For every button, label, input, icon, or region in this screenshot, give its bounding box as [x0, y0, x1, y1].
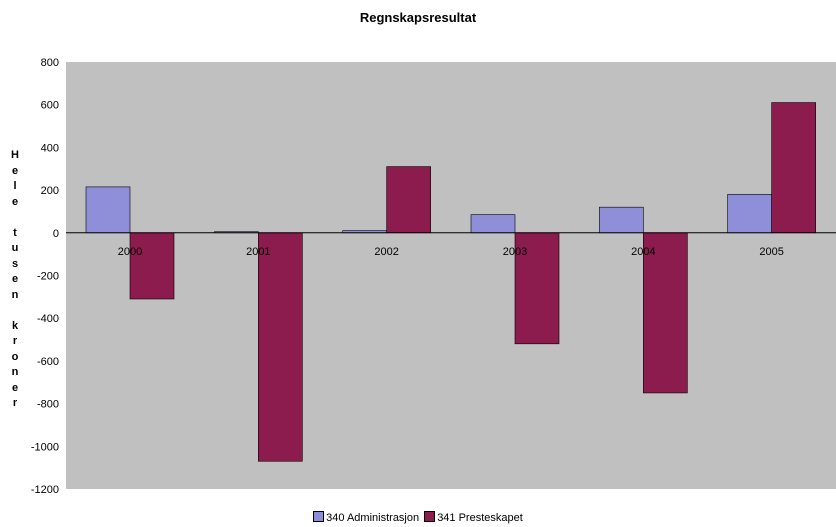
y-tick-label: 0: [53, 228, 59, 240]
x-axis-labels: 2000 2001 2002 2003 2004 2005: [118, 246, 784, 258]
y-tick-label: -1200: [31, 484, 59, 496]
bar-administrasjon-2000: [85, 186, 131, 234]
y-tick-label: -800: [37, 399, 59, 411]
bar-presteskapet-2002: [386, 166, 431, 234]
bar-presteskapet-2001: [258, 232, 303, 462]
y-tick-label: -200: [37, 271, 59, 283]
legend-item-presteskapet: 341 Presteskapet: [424, 511, 523, 524]
x-tick-label: 2003: [503, 246, 527, 258]
bar-presteskapet-2004: [643, 232, 688, 394]
bar-administrasjon-2004: [599, 206, 644, 234]
legend-label-administrasjon: 340 Administrasjon: [326, 512, 420, 524]
legend-swatch-presteskapet: [424, 511, 436, 522]
legend-item-administrasjon: 340 Administrasjon: [313, 511, 419, 524]
x-tick-label: 2000: [118, 246, 142, 258]
y-tick-label: 400: [41, 142, 59, 154]
x-tick-label: 2005: [759, 246, 783, 258]
bar-administrasjon-2005: [727, 194, 772, 234]
bar-presteskapet-2003: [514, 232, 560, 345]
y-tick-label: -1000: [31, 441, 59, 453]
y-axis-ticks: 800 600 400 200 0 -200 -400 -600 -800 -1000 -1200: [31, 57, 59, 496]
bars: [85, 102, 816, 462]
plot-area: [66, 62, 836, 489]
y-tick-label: -600: [37, 356, 59, 368]
legend-swatch-administrasjon: [313, 511, 325, 522]
y-axis-label: H e l e t u s e n k r o n e r: [11, 149, 19, 409]
bar-presteskapet-2005: [771, 102, 816, 234]
y-tick-label: -400: [37, 313, 59, 325]
x-tick-label: 2001: [246, 246, 270, 258]
legend-label-presteskapet: 341 Presteskapet: [437, 512, 523, 524]
legend: 340 Administrasjon 341 Presteskapet: [0, 511, 836, 524]
bar-presteskapet-2000: [129, 232, 175, 300]
y-tick-label: 600: [41, 100, 59, 112]
y-tick-label: 200: [41, 185, 59, 197]
x-tick-label: 2002: [374, 246, 398, 258]
x-tick-label: 2004: [631, 246, 655, 258]
y-tick-label: 800: [41, 57, 59, 69]
chart-title: Regnskapsresultat: [359, 10, 477, 25]
bar-administrasjon-2003: [470, 214, 516, 234]
